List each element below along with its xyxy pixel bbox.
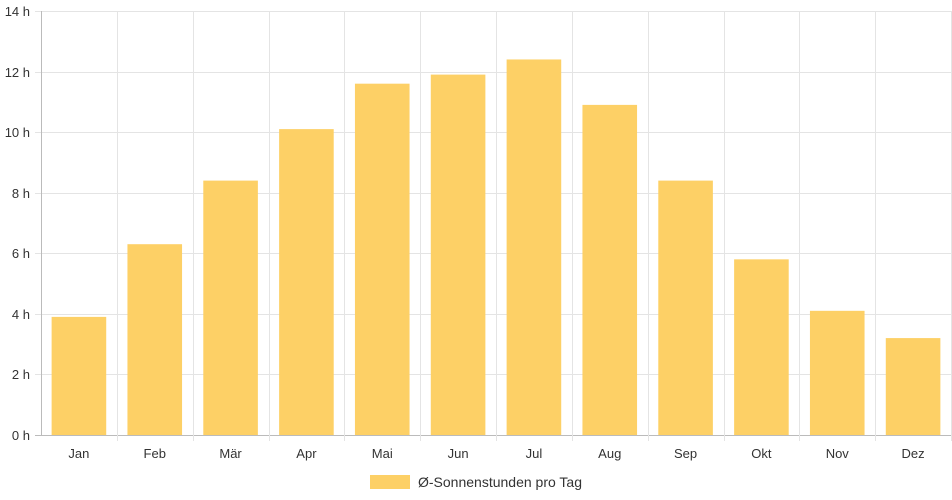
bar-apr[interactable]	[279, 129, 334, 435]
legend-swatch[interactable]	[370, 475, 410, 489]
x-tick-label: Okt	[751, 446, 772, 461]
x-axis-tick-labels: Jan Feb Mär Apr Mai Jun Jul Aug Sep Okt Nov Dez	[68, 446, 924, 461]
x-tick-label: Jan	[68, 446, 89, 461]
bar-sep[interactable]	[658, 180, 713, 435]
y-tick-label: 6 h	[12, 246, 30, 261]
legend-label[interactable]: Ø-Sonnenstunden pro Tag	[418, 474, 582, 490]
grid-lines	[35, 11, 952, 441]
y-tick-label: 2 h	[12, 367, 30, 382]
x-tick-label: Feb	[144, 446, 166, 461]
x-tick-label: Dez	[902, 446, 925, 461]
x-tick-label: Apr	[296, 446, 317, 461]
x-tick-label: Mär	[219, 446, 242, 461]
y-tick-label: 14 h	[5, 4, 30, 19]
x-tick-label: Mai	[372, 446, 393, 461]
y-tick-label: 10 h	[5, 125, 30, 140]
bar-jan[interactable]	[51, 316, 107, 435]
bar-aug[interactable]	[582, 104, 638, 435]
bar-mär[interactable]	[203, 180, 258, 435]
bar-jun[interactable]	[430, 74, 486, 435]
y-axis-tick-labels: 0 h 2 h 4 h 6 h 8 h 10 h 12 h 14 h	[5, 4, 30, 443]
legend[interactable]: Ø-Sonnenstunden pro Tag	[370, 474, 582, 490]
x-tick-label: Jun	[448, 446, 469, 461]
x-tick-label: Sep	[674, 446, 697, 461]
x-tick-label: Nov	[826, 446, 850, 461]
bar-feb[interactable]	[127, 244, 183, 435]
y-tick-label: 8 h	[12, 186, 30, 201]
y-tick-label: 4 h	[12, 307, 30, 322]
x-tick-label: Jul	[526, 446, 543, 461]
y-tick-label: 12 h	[5, 65, 30, 80]
bar-dez[interactable]	[885, 338, 941, 435]
bar-jul[interactable]	[506, 59, 562, 435]
bar-mai[interactable]	[354, 83, 410, 435]
bar-okt[interactable]	[734, 259, 789, 435]
bars	[51, 59, 941, 435]
y-tick-label: 0 h	[12, 428, 30, 443]
x-tick-label: Aug	[598, 446, 621, 461]
bar-nov[interactable]	[809, 310, 865, 435]
